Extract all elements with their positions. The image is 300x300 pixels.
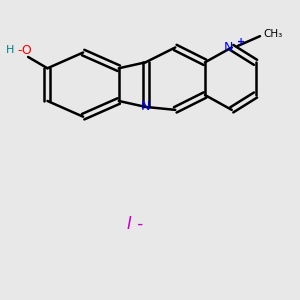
Text: N: N (141, 100, 150, 113)
Text: -O: -O (18, 44, 32, 57)
Text: +: + (237, 37, 245, 47)
Text: H: H (5, 45, 14, 56)
Text: CH₃: CH₃ (264, 29, 283, 39)
Text: I -: I - (127, 215, 143, 233)
Text: N: N (224, 41, 233, 54)
